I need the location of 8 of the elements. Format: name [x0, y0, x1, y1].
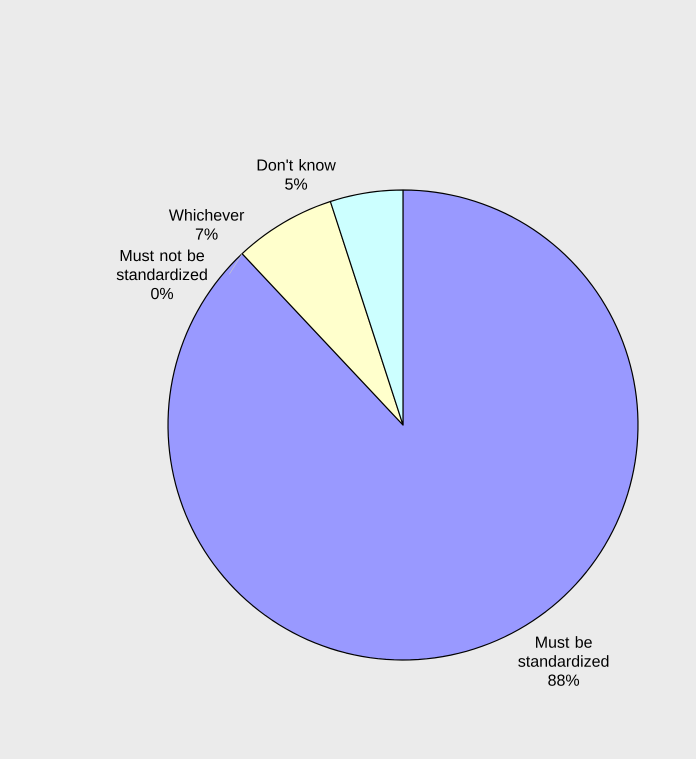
legend-label: Must not be standardized	[116, 249, 207, 280]
slice-label: Don't know	[258, 158, 336, 171]
slice-label: Whichever	[168, 208, 244, 221]
data-label: 5%	[285, 178, 308, 190]
data-label: 88%	[548, 674, 580, 686]
text: 0%	[151, 288, 174, 300]
slice-label: Must be standardized	[518, 636, 608, 667]
data-label: 7%	[196, 228, 218, 240]
